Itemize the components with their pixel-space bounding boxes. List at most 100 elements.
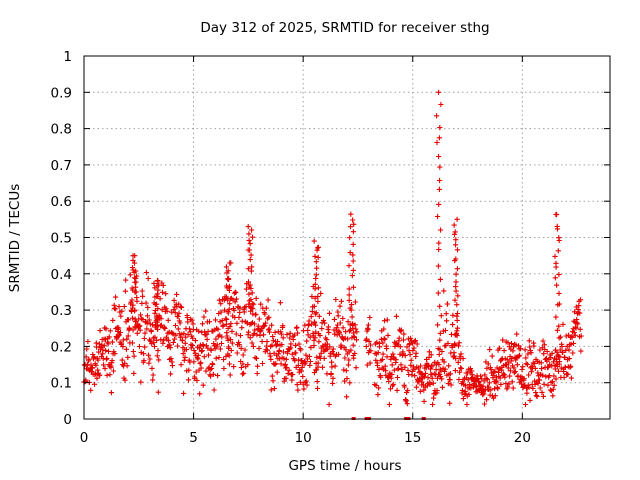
- data-point: [198, 360, 204, 366]
- data-point: [438, 227, 444, 233]
- data-point: [319, 326, 325, 332]
- data-point: [134, 295, 140, 301]
- data-point: [507, 368, 513, 374]
- data-point: [384, 346, 390, 352]
- data-point: [260, 332, 267, 338]
- data-point: [107, 328, 113, 334]
- data-point: [334, 322, 341, 328]
- data-point: [124, 336, 130, 342]
- data-point: [208, 373, 214, 379]
- data-point: [167, 345, 173, 351]
- data-point: [408, 357, 414, 363]
- data-point: [131, 308, 138, 314]
- data-point: [336, 351, 342, 357]
- data-point: [144, 313, 151, 319]
- data-point: [389, 362, 395, 368]
- data-point: [343, 329, 349, 335]
- data-point: [401, 384, 408, 390]
- data-point: [267, 353, 273, 359]
- data-point: [136, 343, 142, 350]
- data-point: [265, 327, 272, 333]
- data-point: [249, 320, 256, 326]
- data-point: [434, 139, 440, 146]
- data-point: [159, 289, 166, 295]
- data-point: [405, 367, 411, 373]
- data-point: [454, 325, 461, 331]
- data-point: [484, 376, 490, 382]
- data-point: [453, 288, 459, 294]
- data-point: [147, 356, 153, 362]
- data-point: [246, 237, 252, 243]
- data-point: [311, 303, 317, 309]
- data-point: [350, 342, 356, 348]
- data-point: [236, 314, 242, 320]
- data-point: [205, 345, 211, 351]
- data-point: [286, 367, 292, 373]
- data-point: [430, 363, 436, 369]
- data-point: [386, 378, 392, 385]
- data-point: [500, 337, 506, 343]
- data-point: [249, 264, 255, 270]
- data-point: [347, 235, 353, 241]
- data-point: [233, 296, 240, 302]
- data-point: [106, 334, 112, 340]
- data-point: [151, 343, 158, 350]
- data-point: [175, 343, 181, 349]
- data-point: [193, 369, 199, 375]
- data-point: [175, 326, 181, 332]
- data-point: [245, 362, 251, 368]
- data-point: [452, 368, 458, 374]
- data-point: [570, 350, 576, 356]
- data-point: [526, 384, 532, 390]
- data-point: [393, 357, 399, 363]
- data-point: [240, 352, 246, 358]
- data-point: [566, 356, 572, 362]
- data-point: [127, 272, 133, 278]
- data-point: [365, 322, 371, 328]
- data-point: [107, 372, 113, 378]
- data-point: [125, 333, 131, 339]
- data-point: [553, 376, 559, 382]
- data-point: [248, 296, 254, 303]
- data-point: [576, 303, 582, 309]
- data-point: [119, 357, 125, 363]
- data-point: [180, 351, 186, 357]
- data-point: [553, 260, 559, 266]
- data-point: [447, 371, 453, 377]
- data-point: [105, 341, 111, 347]
- data-point: [190, 321, 196, 327]
- data-point: [437, 164, 443, 170]
- data-point: [425, 375, 431, 381]
- data-point: [468, 385, 474, 391]
- data-point: [226, 361, 233, 367]
- data-point: [409, 368, 415, 375]
- data-point: [451, 222, 457, 228]
- data-point: [142, 330, 148, 336]
- data-point: [540, 372, 546, 378]
- data-point: [450, 322, 456, 328]
- data-point: [198, 365, 204, 371]
- data-point: [454, 317, 460, 323]
- data-point: [102, 366, 108, 372]
- data-point: [291, 332, 297, 338]
- y-tick-label: 0.8: [51, 122, 72, 138]
- data-point: [151, 280, 157, 286]
- data-point: [295, 387, 301, 393]
- data-point: [566, 347, 572, 353]
- data-point: [133, 275, 139, 281]
- data-point: [410, 348, 416, 354]
- data-point: [390, 351, 396, 357]
- data-point: [384, 354, 390, 360]
- data-point: [261, 323, 267, 329]
- data-point: [519, 381, 525, 387]
- data-point: [262, 323, 268, 329]
- data-point: [130, 302, 136, 308]
- data-point: [218, 309, 224, 315]
- data-point: [84, 346, 90, 352]
- data-point: [408, 362, 414, 368]
- data-point: [212, 317, 219, 323]
- data-point: [195, 352, 201, 358]
- data-point: [182, 354, 188, 360]
- data-point: [412, 338, 418, 344]
- data-point: [422, 370, 429, 376]
